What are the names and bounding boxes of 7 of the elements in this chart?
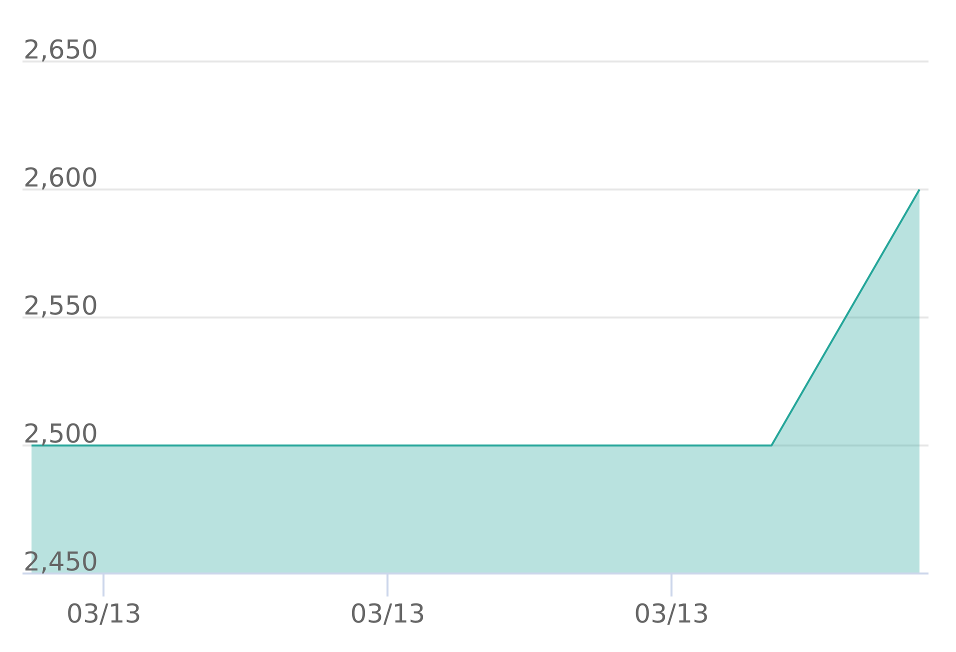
y-tick-label: 2,650 [24, 36, 98, 66]
y-tick-label: 2,600 [24, 164, 98, 194]
y-tick-label: 2,500 [24, 420, 98, 450]
text: 03/13 [350, 600, 426, 630]
y-tick-label: 2,550 [24, 292, 98, 322]
text: 03/13 [634, 600, 710, 630]
text: 03/13 [66, 600, 142, 630]
